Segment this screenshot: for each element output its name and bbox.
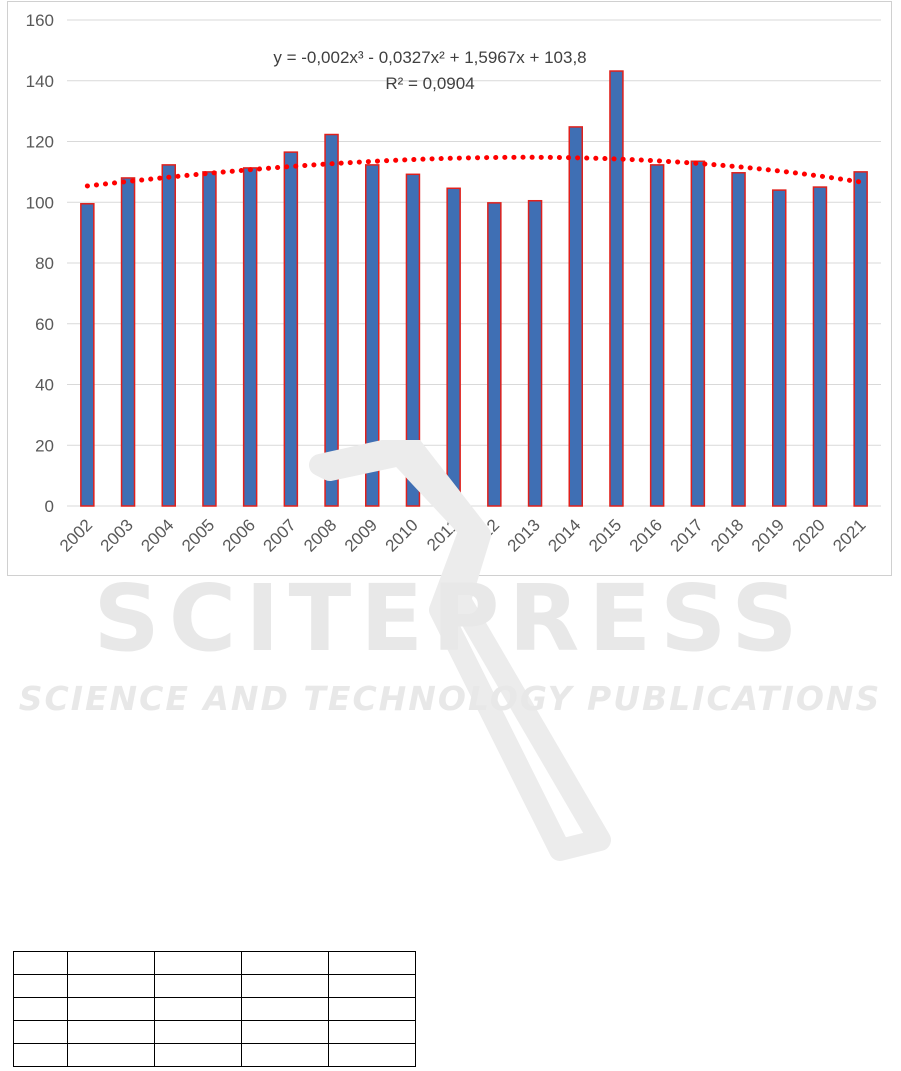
table-row: [13, 1020, 416, 1044]
bar-2005: [202, 171, 217, 507]
table-cell: [241, 1020, 329, 1044]
table-cell: [154, 974, 242, 998]
x-tick-label: 2005: [178, 515, 218, 555]
y-tick-label: 60: [35, 315, 54, 334]
table-row: [13, 974, 416, 998]
bar-2020: [812, 186, 828, 507]
table-cell: [67, 997, 155, 1021]
bars: [80, 70, 868, 507]
bar-2017: [690, 160, 706, 507]
watermark-title: SCITEPRESS: [93, 565, 806, 672]
table-cell: [13, 974, 68, 998]
x-tick-label: 2014: [544, 515, 584, 555]
x-tick-label: 2021: [829, 515, 869, 555]
bar-2007: [283, 151, 299, 507]
bar-2016: [649, 164, 665, 507]
table-cell: [328, 997, 416, 1021]
bar-2008: [324, 133, 339, 507]
table-cell: [154, 1043, 242, 1067]
bar-2014: [568, 126, 583, 507]
trendline-equation: y = -0,002x³ - 0,0327x² + 1,5967x + 103,…: [273, 48, 586, 67]
table-cell: [241, 997, 329, 1021]
y-tick-label: 0: [45, 497, 54, 516]
y-axis-ticks: 0 20 40 60 80 100 120 140 160: [26, 11, 54, 516]
x-tick-label: 2003: [97, 515, 137, 555]
table-cell: [241, 1043, 329, 1067]
x-tick-label: 2013: [504, 515, 544, 555]
table-cell: [13, 1020, 68, 1044]
empty-table: [13, 951, 416, 1067]
x-tick-label: 2010: [382, 515, 422, 555]
table-cell: [154, 951, 242, 975]
table-cell: [241, 974, 329, 998]
x-axis-ticks: 2002 2003 2004 2005 2006 2007 2008 2009 2010 2011…: [56, 515, 869, 555]
x-tick-label: 2020: [789, 515, 829, 555]
table-cell: [328, 974, 416, 998]
bar-2015: [609, 70, 624, 507]
table-cell: [328, 951, 416, 975]
table-cell: [67, 974, 155, 998]
bar-2006: [242, 167, 258, 507]
table-cell: [67, 1020, 155, 1044]
table-cell: [154, 1020, 242, 1044]
watermark-subtitle: SCIENCE AND TECHNOLOGY PUBLICATIONS: [19, 679, 882, 718]
table-row: [13, 951, 416, 975]
y-tick-label: 40: [35, 376, 54, 395]
table-cell: [67, 951, 155, 975]
y-tick-label: 140: [26, 72, 54, 91]
chart-frame: 0 20 40 60 80 100 120 140 160 2002 2003 2004 2005 20…: [7, 1, 892, 576]
table-cell: [328, 1043, 416, 1067]
table-cell: [67, 1043, 155, 1067]
x-tick-label: 2017: [666, 515, 706, 555]
table-row: [13, 1043, 416, 1067]
y-tick-label: 80: [35, 254, 54, 273]
bar-2013: [527, 199, 543, 507]
x-tick-label: 2011: [423, 515, 462, 554]
bar-2018: [731, 172, 746, 507]
bar-2010: [405, 173, 421, 507]
trendline-r-squared: R² = 0,0904: [385, 74, 474, 93]
bar-2019: [772, 189, 787, 507]
x-tick-label: 2016: [626, 515, 666, 555]
bar-2002: [80, 203, 95, 507]
bar-2011: [446, 187, 461, 507]
x-tick-label: 2012: [463, 515, 503, 555]
x-tick-label: 2009: [341, 515, 381, 555]
y-tick-label: 160: [26, 11, 54, 30]
bar-2009: [365, 164, 380, 507]
trendline: [84, 154, 864, 189]
table-cell: [13, 1043, 68, 1067]
x-tick-label: 2015: [585, 515, 625, 555]
x-tick-label: 2019: [748, 515, 788, 555]
bar-2012: [487, 202, 502, 507]
table-cell: [13, 997, 68, 1021]
y-tick-label: 120: [26, 133, 54, 152]
x-tick-label: 2008: [300, 515, 340, 555]
x-tick-label: 2004: [137, 515, 177, 555]
bar-2004: [161, 164, 176, 507]
bar-2003: [120, 177, 136, 507]
x-tick-label: 2018: [707, 515, 747, 555]
table-cell: [328, 1020, 416, 1044]
x-tick-label: 2007: [259, 515, 299, 555]
x-tick-label: 2002: [56, 515, 96, 555]
y-tick-label: 100: [26, 193, 54, 212]
table-cell: [241, 951, 329, 975]
bar-2021: [853, 171, 868, 507]
polynomial-trendline: [84, 154, 864, 189]
x-tick-label: 2006: [219, 515, 259, 555]
table-cell: [154, 997, 242, 1021]
table-cell: [13, 951, 68, 975]
table-row: [13, 997, 416, 1021]
y-tick-label: 20: [35, 436, 54, 455]
